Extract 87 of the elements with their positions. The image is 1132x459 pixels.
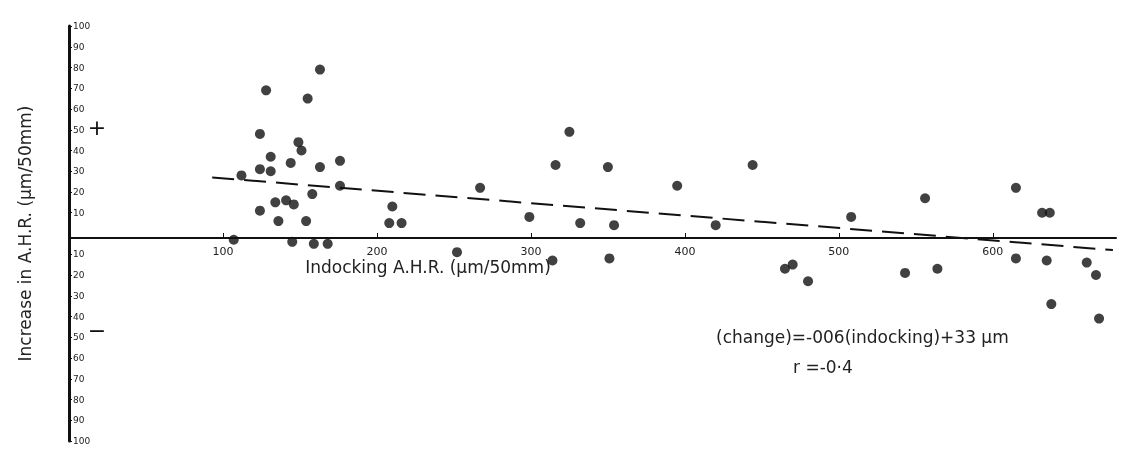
point [236, 170, 247, 181]
point [335, 180, 345, 191]
point [265, 151, 276, 162]
y-tick-label: 60 [73, 353, 85, 363]
point [747, 160, 758, 171]
point [803, 276, 814, 287]
point [270, 197, 281, 208]
point [287, 236, 298, 247]
point [314, 162, 325, 173]
point [314, 64, 325, 75]
x-tick-label: 300 [520, 245, 542, 258]
point [564, 126, 575, 137]
point [779, 263, 790, 274]
point [387, 201, 398, 212]
point [265, 166, 276, 177]
point [846, 211, 857, 222]
point [228, 234, 239, 245]
y-tick-label: 20 [73, 187, 85, 197]
point [1081, 257, 1092, 268]
point [307, 189, 318, 200]
point [296, 145, 307, 156]
x-tick-label: 100 [212, 245, 234, 258]
point [524, 211, 535, 222]
y-tick-label: 90 [73, 415, 85, 426]
point [575, 218, 586, 229]
point [604, 253, 615, 264]
y-tick-label: 30 [73, 166, 85, 177]
point [335, 155, 345, 166]
y-tick-label: 10 [73, 207, 85, 218]
point [302, 93, 313, 104]
point [1010, 253, 1021, 264]
x-tick-label: 200 [366, 245, 388, 258]
y-tick-label: 20 [73, 270, 85, 280]
x-tick-label: 400 [674, 245, 696, 258]
point [452, 247, 463, 258]
y-tick-label: 70 [73, 373, 85, 384]
x-axis-title: Indocking A.H.R. (µm/50mm) [305, 257, 551, 277]
y-tick-label: 80 [73, 394, 85, 405]
y-tick-label: 90 [73, 41, 85, 52]
point [710, 220, 721, 231]
annotation: − [87, 318, 107, 343]
y-tick-label: 50 [73, 124, 85, 135]
point [672, 180, 683, 191]
y-tick-label: 60 [73, 104, 85, 114]
point [285, 157, 296, 168]
y-tick-label: 70 [73, 83, 85, 94]
point [254, 128, 265, 139]
point [1094, 313, 1105, 324]
point [1041, 255, 1052, 266]
point [261, 85, 272, 96]
point [293, 137, 304, 148]
x-tick-label: 500 [828, 245, 850, 258]
point [396, 218, 407, 229]
point [609, 220, 620, 231]
point [288, 199, 299, 210]
point [254, 164, 265, 175]
point [322, 238, 333, 249]
point [384, 218, 395, 229]
point [273, 216, 284, 227]
point [1010, 182, 1021, 193]
point [475, 182, 486, 193]
y-tick-label: 100 [73, 21, 91, 31]
y-tick-label: 30 [73, 290, 85, 301]
point [1090, 270, 1101, 280]
y-tick-label: 40 [73, 145, 85, 156]
y-tick-label: 10 [73, 249, 85, 260]
y-tick-label: 100 [73, 436, 91, 446]
point [932, 263, 943, 274]
point [900, 267, 911, 278]
point [787, 259, 798, 270]
point [308, 238, 319, 249]
y-tick-label: 40 [73, 311, 85, 322]
point [254, 205, 265, 216]
annotation: r =-0·4 [793, 356, 853, 377]
x-tick-label: 600 [982, 245, 1004, 258]
annotation: + [87, 115, 107, 140]
point [1046, 299, 1057, 310]
y-tick-label: 50 [73, 332, 85, 343]
point [920, 193, 931, 204]
annotation: (change)=-006(indocking)+33 µm [716, 326, 1009, 347]
y-tick-label: 80 [73, 62, 85, 73]
y-axis-title: Increase in A.H.R. (µm/50mm) [14, 105, 35, 362]
point [281, 195, 292, 206]
point [602, 162, 613, 173]
point [550, 160, 561, 171]
point [301, 216, 312, 227]
point [1044, 207, 1055, 218]
